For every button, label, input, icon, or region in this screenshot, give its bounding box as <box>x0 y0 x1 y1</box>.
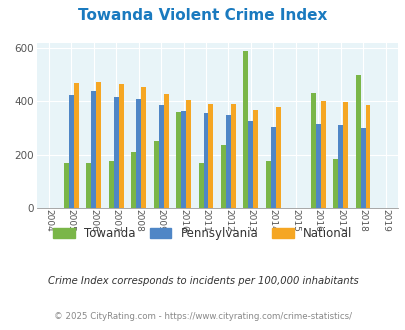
Bar <box>208 104 213 208</box>
Bar <box>96 82 101 208</box>
Bar <box>275 107 280 208</box>
Bar <box>320 101 325 208</box>
Bar <box>69 95 74 208</box>
Bar <box>342 102 347 208</box>
Bar <box>220 145 226 208</box>
Bar <box>86 163 91 208</box>
Bar <box>163 94 168 208</box>
Bar <box>141 87 146 208</box>
Bar <box>176 112 181 208</box>
Bar <box>185 100 190 208</box>
Bar <box>64 163 69 208</box>
Bar <box>181 111 185 208</box>
Bar <box>91 91 96 208</box>
Bar <box>248 121 253 208</box>
Bar <box>158 106 163 208</box>
Bar <box>230 104 235 208</box>
Bar <box>226 115 230 208</box>
Text: © 2025 CityRating.com - https://www.cityrating.com/crime-statistics/: © 2025 CityRating.com - https://www.city… <box>54 312 351 321</box>
Bar <box>153 141 158 208</box>
Bar <box>364 106 370 208</box>
Bar <box>265 161 270 208</box>
Bar <box>131 152 136 208</box>
Bar <box>243 51 248 208</box>
Bar <box>74 83 79 208</box>
Bar <box>253 110 258 208</box>
Bar <box>118 84 123 208</box>
Bar <box>113 97 118 208</box>
Bar <box>333 159 337 208</box>
Bar <box>355 75 360 208</box>
Bar <box>270 127 275 208</box>
Bar <box>136 99 141 208</box>
Bar <box>310 93 315 208</box>
Bar <box>109 161 113 208</box>
Bar <box>198 163 203 208</box>
Bar <box>315 124 320 208</box>
Text: Towanda Violent Crime Index: Towanda Violent Crime Index <box>78 8 327 23</box>
Legend: Towanda, Pennsylvania, National: Towanda, Pennsylvania, National <box>53 227 352 240</box>
Bar <box>360 128 364 208</box>
Text: Crime Index corresponds to incidents per 100,000 inhabitants: Crime Index corresponds to incidents per… <box>47 276 358 285</box>
Bar <box>203 114 208 208</box>
Bar <box>337 125 342 208</box>
